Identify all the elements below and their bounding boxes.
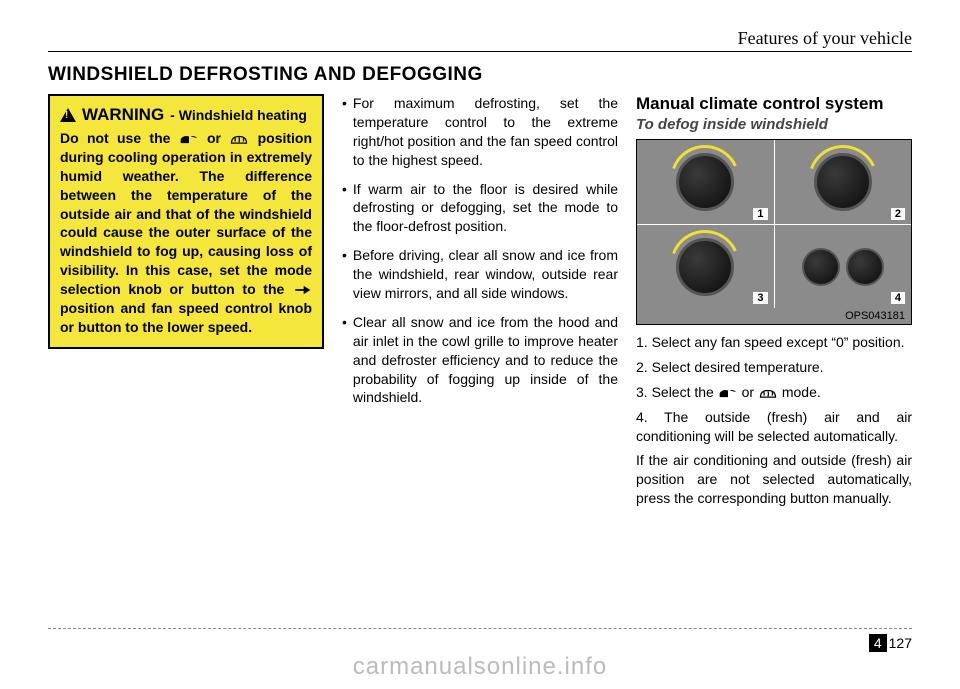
defrost-floor-icon [179, 133, 199, 145]
small-dial [846, 248, 884, 286]
chapter-number: 4 [869, 634, 887, 652]
warning-text-3: position and fan speed control knob or b… [60, 300, 312, 335]
bullet-text: For maximum defrosting, set the temperat… [353, 94, 618, 170]
small-dials-group [802, 248, 884, 286]
dial-cell-2: 2 [774, 140, 912, 224]
step-2: 2. Select desired temperature. [636, 358, 912, 377]
step-3: 3. Select the or mode. [636, 383, 912, 402]
warning-box: WARNING - Windshield heating Do not use … [48, 94, 324, 349]
fan-speed-dial [676, 153, 734, 211]
step-1: 1. Select any fan speed except “0” posit… [636, 333, 912, 352]
dials-row-top: 1 2 [637, 140, 911, 224]
bullet-text: If warm air to the floor is desired whil… [353, 180, 618, 237]
column-2: For maximum defrosting, set the temperat… [342, 94, 618, 514]
bullet-text: Clear all snow and ice from the hood and… [353, 313, 618, 407]
step-3-text-b: or [742, 384, 758, 400]
dial-number: 3 [753, 292, 767, 304]
defrost-icon [758, 387, 778, 399]
temperature-dial [814, 153, 872, 211]
warning-body: Do not use the or position during coolin… [60, 129, 312, 337]
page-footer: 4127 [869, 635, 912, 651]
step-3-text-a: 3. Select the [636, 384, 718, 400]
manual-subtitle: To defog inside windshield [636, 116, 912, 133]
warning-label: WARNING [82, 104, 164, 127]
defrost-icon [229, 133, 249, 145]
small-dial [802, 248, 840, 286]
dial-cell-4: 4 [774, 224, 912, 308]
dials-row-bottom: 3 4 [637, 224, 911, 308]
warning-triangle-icon [60, 108, 76, 122]
bullet-list: For maximum defrosting, set the temperat… [342, 94, 618, 407]
column-1: WARNING - Windshield heating Do not use … [48, 94, 324, 514]
manual-note: If the air conditioning and outside (fre… [636, 451, 912, 508]
warning-text-1: or [207, 130, 229, 146]
bullet-item: Before driving, clear all snow and ice f… [342, 246, 618, 303]
dial-cell-3: 3 [637, 224, 774, 308]
chapter-header: Features of your vehicle [48, 28, 912, 52]
step-3-text-c: mode. [782, 384, 821, 400]
watermark: carmanualsonline.info [0, 653, 960, 681]
warning-title-row: WARNING - Windshield heating [60, 104, 312, 127]
section-title: WINDSHIELD DEFROSTING AND DEFOGGING [48, 64, 912, 86]
mode-dial [676, 238, 734, 296]
climate-control-figure: 1 2 3 [636, 139, 912, 325]
step-4: 4. The outside (fresh) air and air condi… [636, 408, 912, 446]
bullet-item: Clear all snow and ice from the hood and… [342, 313, 618, 407]
bullet-text: Before driving, clear all snow and ice f… [353, 246, 618, 303]
bullet-item: If warm air to the floor is desired whil… [342, 180, 618, 237]
manual-title: Manual climate control system [636, 94, 912, 114]
dial-cell-1: 1 [637, 140, 774, 224]
dial-number: 2 [891, 208, 905, 220]
figure-code: OPS043181 [637, 308, 911, 324]
warning-subtitle: - Windshield heating [170, 106, 307, 125]
warning-text-0: Do not use the [60, 130, 179, 146]
footer-divider [48, 628, 912, 629]
page-number: 127 [889, 635, 912, 651]
defrost-floor-icon [718, 387, 738, 399]
column-3: Manual climate control system To defog i… [636, 94, 912, 514]
floor-mode-icon [292, 284, 312, 296]
steps-block: 1. Select any fan speed except “0” posit… [636, 333, 912, 508]
bullet-item: For maximum defrosting, set the temperat… [342, 94, 618, 170]
dial-number: 4 [891, 292, 905, 304]
dial-number: 1 [753, 208, 767, 220]
warning-text-2: position during cooling operation in ext… [60, 130, 312, 297]
